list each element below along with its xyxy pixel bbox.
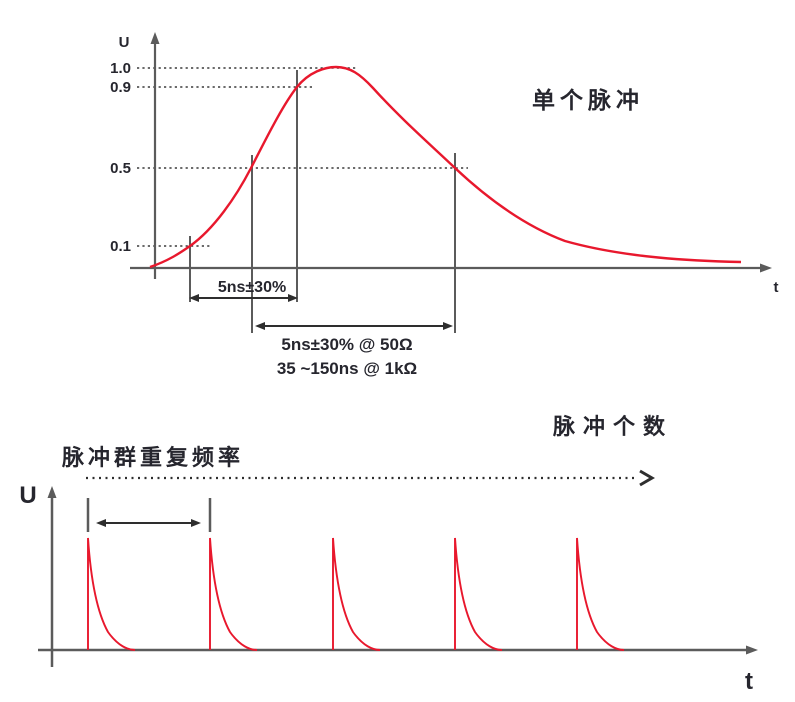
- x-axis-label: t: [774, 279, 779, 296]
- arrow-right-icon: [191, 519, 201, 527]
- x-axis-arrow-icon: [760, 263, 772, 273]
- arrow-right-icon: [288, 294, 298, 302]
- pulse-5: [576, 537, 625, 651]
- pulse-4: [454, 537, 503, 651]
- pulse-train-pulses: [87, 537, 625, 651]
- pulse-2: [209, 537, 258, 651]
- pulse-1: [87, 537, 136, 651]
- y-axis-arrow-icon: [150, 32, 160, 44]
- level-label-1.0: 1.0: [110, 60, 131, 77]
- pulse-count-label: 脉冲个数: [552, 414, 673, 439]
- rise-time-arrow: [189, 294, 298, 302]
- pulse-count-dotted-arrow: [86, 469, 655, 487]
- y-axis-label: U: [19, 482, 36, 509]
- arrow-right-icon: [443, 322, 453, 330]
- level-label-0.1: 0.1: [110, 238, 131, 255]
- y-axis-arrow-icon: [47, 486, 57, 498]
- repetition-period-arrow: [96, 519, 201, 527]
- single-pulse-title: 单个脉冲: [532, 87, 644, 113]
- arrow-left-icon: [255, 322, 265, 330]
- level-label-0.5: 0.5: [110, 160, 131, 177]
- arrow-left-icon: [96, 519, 106, 527]
- rise-time-label: 5ns±30%: [218, 279, 286, 296]
- pulse-train-chart: 脉冲个数 脉冲群重复频率: [19, 414, 758, 695]
- chevron-right-icon: [639, 469, 655, 487]
- pulse-width-arrow: [255, 322, 453, 330]
- single-pulse-chart: U 1.0 0.9 0.5 0.1 t 单个脉冲 5ns±30% 5ns±30%…: [110, 32, 779, 378]
- pulse-width-label-50ohm: 5ns±30% @ 50Ω: [281, 335, 412, 354]
- arrow-left-icon: [189, 294, 199, 302]
- x-axis-label: t: [745, 668, 753, 695]
- y-axis-label: U: [119, 34, 130, 51]
- pulse-3: [332, 537, 381, 651]
- x-axis-arrow-icon: [746, 645, 758, 655]
- level-label-0.9: 0.9: [110, 79, 131, 96]
- repetition-rate-label: 脉冲群重复频率: [61, 445, 244, 470]
- single-pulse-curve: [149, 65, 742, 269]
- pulse-width-label-1kohm: 35 ~150ns @ 1kΩ: [277, 359, 417, 378]
